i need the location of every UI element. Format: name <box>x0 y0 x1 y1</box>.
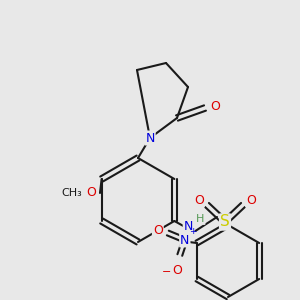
Text: N: N <box>180 233 190 247</box>
Text: O: O <box>172 263 182 277</box>
Text: H: H <box>196 214 205 224</box>
Text: S: S <box>220 214 230 230</box>
Text: O: O <box>194 194 204 206</box>
Text: +: + <box>189 227 196 236</box>
Text: N: N <box>145 131 155 145</box>
Text: −: − <box>162 267 172 277</box>
Text: O: O <box>210 100 220 112</box>
Text: N: N <box>184 220 193 232</box>
Text: O: O <box>246 194 256 206</box>
Text: O: O <box>86 187 96 200</box>
Text: CH₃: CH₃ <box>61 188 82 198</box>
Text: O: O <box>153 224 163 236</box>
